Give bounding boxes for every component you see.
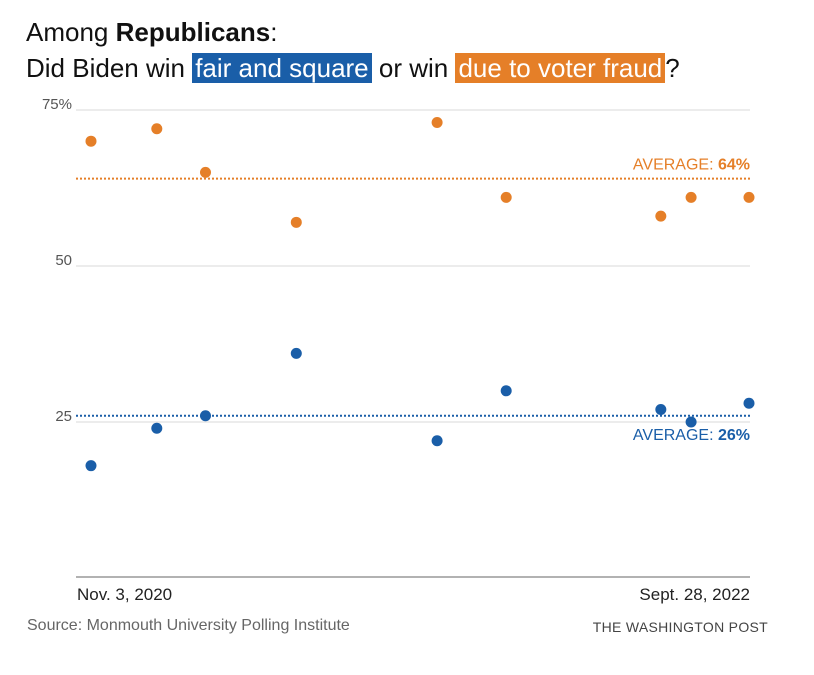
average-label: AVERAGE: 26% <box>633 427 750 444</box>
average-label: AVERAGE: 64% <box>633 157 750 174</box>
x-tick-label-end: Sept. 28, 2022 <box>639 585 750 604</box>
data-point <box>685 416 697 428</box>
data-point <box>655 210 667 222</box>
y-tick-label: 50 <box>55 252 72 269</box>
title-end: ? <box>665 53 680 83</box>
source-note: Source: Monmouth University Polling Inst… <box>27 617 350 634</box>
data-point <box>431 116 443 128</box>
title-bold: Republicans <box>115 17 271 47</box>
data-point <box>199 166 211 178</box>
data-point <box>290 216 302 228</box>
data-point <box>85 135 97 147</box>
highlight-fair-and-square: fair and square <box>192 53 372 83</box>
title-line-2: Did Biden win fair and square or win due… <box>26 50 680 86</box>
title-line-1: Among Republicans: <box>26 14 680 50</box>
data-point <box>743 191 755 203</box>
data-point <box>655 404 667 416</box>
data-point <box>685 191 697 203</box>
chart-title: Among Republicans: Did Biden win fair an… <box>26 14 680 86</box>
data-point <box>151 422 163 434</box>
data-point <box>500 385 512 397</box>
x-tick-label-start: Nov. 3, 2020 <box>77 585 172 604</box>
title-suffix: : <box>270 17 278 47</box>
highlight-voter-fraud: due to voter fraud <box>455 53 666 83</box>
title-line2-prefix: Did Biden win <box>26 53 193 83</box>
data-point <box>151 123 163 135</box>
scatter-chart: 75% 50 25 Nov. 3, 2020 Sept. 28, 2022 AVERAGE… <box>42 96 755 604</box>
data-point <box>500 191 512 203</box>
publisher-logo: THE WASHINGTON POST <box>592 619 768 635</box>
data-point <box>85 460 97 472</box>
data-point <box>431 435 443 447</box>
y-tick-label: 75% <box>42 96 72 113</box>
data-point <box>199 410 211 422</box>
data-point <box>290 347 302 359</box>
data-point <box>743 397 755 409</box>
title-prefix: Among <box>26 17 116 47</box>
title-middle: or win <box>371 53 456 83</box>
y-tick-label: 25 <box>55 408 72 425</box>
